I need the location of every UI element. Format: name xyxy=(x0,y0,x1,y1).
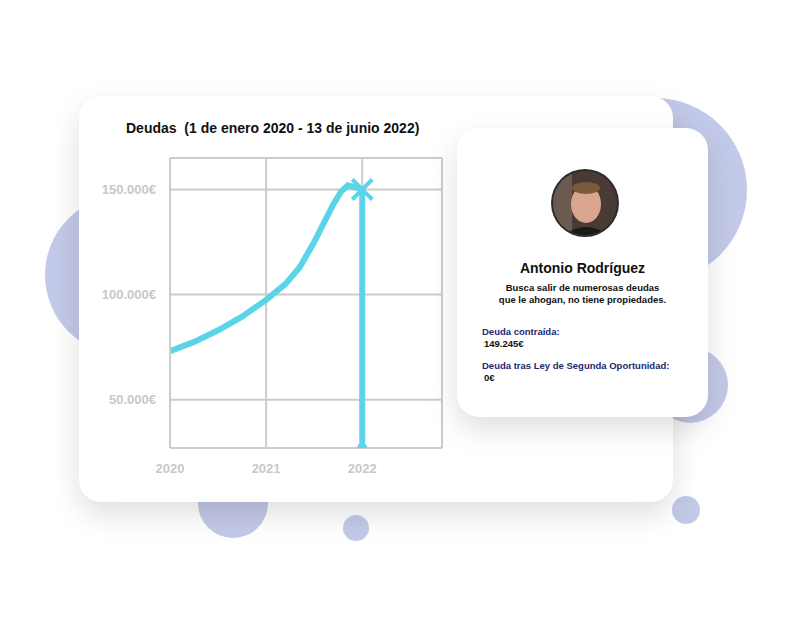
svg-text:100.000€: 100.000€ xyxy=(102,287,156,302)
svg-text:50.000€: 50.000€ xyxy=(109,392,156,407)
html-text:Antonio Rodríguez: Antonio Rodríguez xyxy=(519,260,646,276)
svg-text:2020: 2020 xyxy=(156,461,185,476)
html-text:Deuda tras Ley de Segunda Opor: Deuda tras Ley de Segunda Oportunidad: xyxy=(482,360,670,371)
svg-text:150.000€: 150.000€ xyxy=(102,182,156,197)
svg-text:2022: 2022 xyxy=(348,461,377,476)
html-text:0€: 0€ xyxy=(484,372,495,383)
html-text:Deudas (1 de enero 2020 - 13 d: Deudas (1 de enero 2020 - 13 de junio 20… xyxy=(126,120,420,136)
html-text:149.245€: 149.245€ xyxy=(484,338,524,349)
html-text:Busca salir de numerosas deuda: Busca salir de numerosas deudas xyxy=(505,282,660,293)
svg-text:2021: 2021 xyxy=(252,461,281,476)
html-text:Deuda contraída:: Deuda contraída: xyxy=(482,326,560,337)
html-text:que le ahogan, no tiene propie: que le ahogan, no tiene propiedades. xyxy=(498,294,667,305)
